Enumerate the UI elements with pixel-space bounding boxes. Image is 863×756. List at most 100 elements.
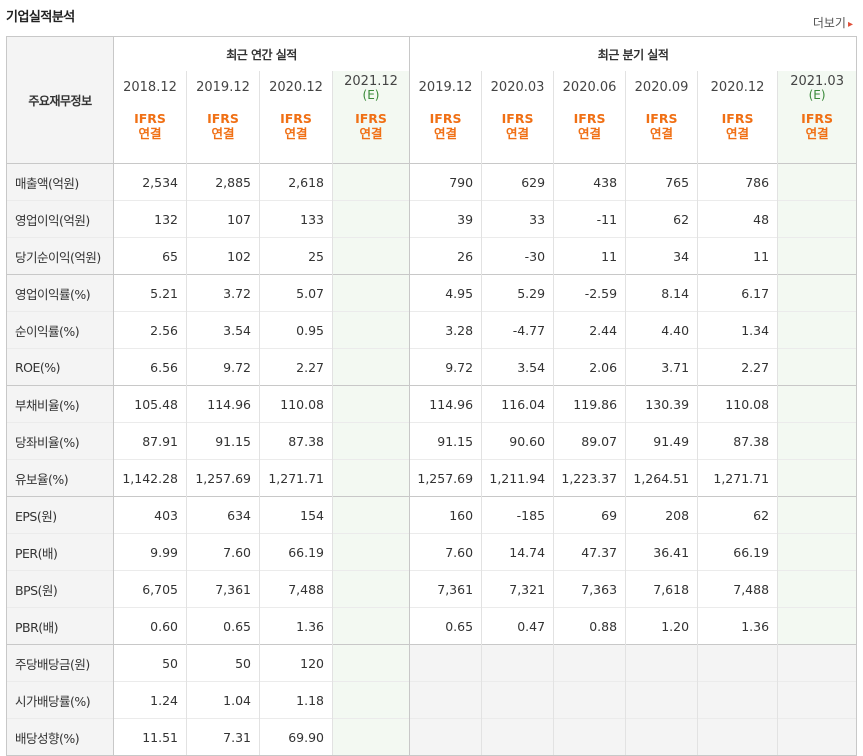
ifrs-badge: IFRS 연결 xyxy=(186,103,260,164)
table-cell: 9.72 xyxy=(409,348,482,386)
table-row: 배당성향(%) 11.51 7.31 69.90 xyxy=(6,718,858,756)
row-label: 시가배당률(%) xyxy=(6,681,114,719)
table-cell xyxy=(331,200,410,238)
table-cell: 6.56 xyxy=(113,348,187,386)
table-cell: 66.19 xyxy=(259,533,333,571)
table-cell xyxy=(409,681,482,719)
table-cell xyxy=(409,644,482,682)
table-cell: 91.15 xyxy=(409,422,482,460)
ifrs-top: IFRS xyxy=(429,111,462,126)
ifrs-top: IFRS xyxy=(645,111,678,126)
row-label: 순이익률(%) xyxy=(6,311,114,349)
period-header: 2019.12 xyxy=(186,71,260,103)
estimate-mark: (E) xyxy=(808,87,826,102)
period-header: 2021.03 (E) xyxy=(777,71,858,103)
period-label: 2020.09 xyxy=(634,79,689,95)
ifrs-badge: IFRS 연결 xyxy=(625,103,698,164)
table-cell: 107 xyxy=(186,200,260,238)
ifrs-top: IFRS xyxy=(207,111,239,126)
table-cell: 11 xyxy=(697,237,778,275)
table-cell: 120 xyxy=(259,644,333,682)
table-cell xyxy=(777,348,858,386)
table-cell: 110.08 xyxy=(697,385,778,423)
ifrs-top: IFRS xyxy=(134,111,166,126)
ifrs-top: IFRS xyxy=(573,111,606,126)
table-cell: -185 xyxy=(481,496,554,534)
table-cell xyxy=(777,459,858,497)
period-label: 2019.12 xyxy=(196,79,250,95)
table-cell xyxy=(777,422,858,460)
table-cell: 87.38 xyxy=(259,422,333,460)
ifrs-badge: IFRS 연결 xyxy=(331,103,410,164)
table-cell: 9.72 xyxy=(186,348,260,386)
table-row: 주당배당금(원) 50 50 120 xyxy=(6,644,858,682)
table-cell xyxy=(777,718,858,756)
row-label: 당기순이익(억원) xyxy=(6,237,114,275)
table-cell: 2.44 xyxy=(553,311,626,349)
table-cell xyxy=(625,644,698,682)
period-label: 2020.06 xyxy=(562,79,617,95)
more-label: 더보기 xyxy=(812,16,846,30)
table-cell: 65 xyxy=(113,237,187,275)
table-cell: 7,363 xyxy=(553,570,626,608)
ifrs-bottom: 연결 xyxy=(434,126,458,141)
row-label-header: 주요재무정보 xyxy=(6,36,114,164)
table-row: 영업이익(억원) 132 107 133 39 33 -11 62 48 xyxy=(6,200,858,238)
table-cell xyxy=(697,644,778,682)
table-cell xyxy=(777,496,858,534)
annual-group-header: 최근 연간 실적 xyxy=(112,36,410,71)
table-cell: 1,264.51 xyxy=(625,459,698,497)
table-cell: 130.39 xyxy=(625,385,698,423)
table-cell: 7,618 xyxy=(625,570,698,608)
table-cell xyxy=(553,644,626,682)
table-cell xyxy=(481,681,554,719)
ifrs-bottom: 연결 xyxy=(211,126,235,141)
table-cell: 50 xyxy=(186,644,260,682)
financial-table: 주요재무정보 최근 연간 실적 최근 분기 실적 2018.12 2019.12 2020… xyxy=(6,36,858,756)
table-cell xyxy=(777,274,858,312)
table-cell xyxy=(777,385,858,423)
table-cell: 3.54 xyxy=(481,348,554,386)
row-label: 영업이익(억원) xyxy=(6,200,114,238)
table-cell: 2.27 xyxy=(259,348,333,386)
table-cell: 39 xyxy=(409,200,482,238)
ifrs-bottom: 연결 xyxy=(506,126,530,141)
table-cell: 1,257.69 xyxy=(409,459,482,497)
table-cell: 91.49 xyxy=(625,422,698,460)
period-label: 2020.12 xyxy=(710,79,765,95)
table-cell xyxy=(697,681,778,719)
table-row: 부채비율(%) 105.48 114.96 110.08 114.96 116.04 119… xyxy=(6,385,858,423)
table-cell xyxy=(331,459,410,497)
ifrs-top: IFRS xyxy=(501,111,534,126)
table-row: PBR(배) 0.60 0.65 1.36 0.65 0.47 0.88 1.20 1.36 xyxy=(6,607,858,645)
table-cell: 438 xyxy=(553,163,626,201)
table-cell: 1.18 xyxy=(259,681,333,719)
table-cell xyxy=(481,718,554,756)
row-label: PBR(배) xyxy=(6,607,114,645)
table-row: 당기순이익(억원) 65 102 25 26 -30 11 34 11 xyxy=(6,237,858,275)
row-label: 배당성향(%) xyxy=(6,718,114,756)
row-label: 주당배당금(원) xyxy=(6,644,114,682)
table-cell: 2.06 xyxy=(553,348,626,386)
table-cell: 102 xyxy=(186,237,260,275)
ifrs-top: IFRS xyxy=(280,111,312,126)
table-cell: 132 xyxy=(113,200,187,238)
table-cell: 1.20 xyxy=(625,607,698,645)
period-label: 2020.03 xyxy=(490,79,545,95)
table-cell: 0.47 xyxy=(481,607,554,645)
table-cell: 50 xyxy=(113,644,187,682)
table-cell xyxy=(553,718,626,756)
table-cell: 133 xyxy=(259,200,333,238)
table-cell: 25 xyxy=(259,237,333,275)
period-header: 2020.06 xyxy=(553,71,626,103)
table-cell: 14.74 xyxy=(481,533,554,571)
more-link[interactable]: 더보기 ▸ xyxy=(813,14,853,31)
ifrs-bottom: 연결 xyxy=(650,126,674,141)
table-cell: 48 xyxy=(697,200,778,238)
table-cell: 7,361 xyxy=(186,570,260,608)
table-cell xyxy=(331,718,410,756)
table-cell: 1.34 xyxy=(697,311,778,349)
row-label: BPS(원) xyxy=(6,570,114,608)
period-label: 2021.03 xyxy=(790,73,844,89)
table-cell: 1.24 xyxy=(113,681,187,719)
